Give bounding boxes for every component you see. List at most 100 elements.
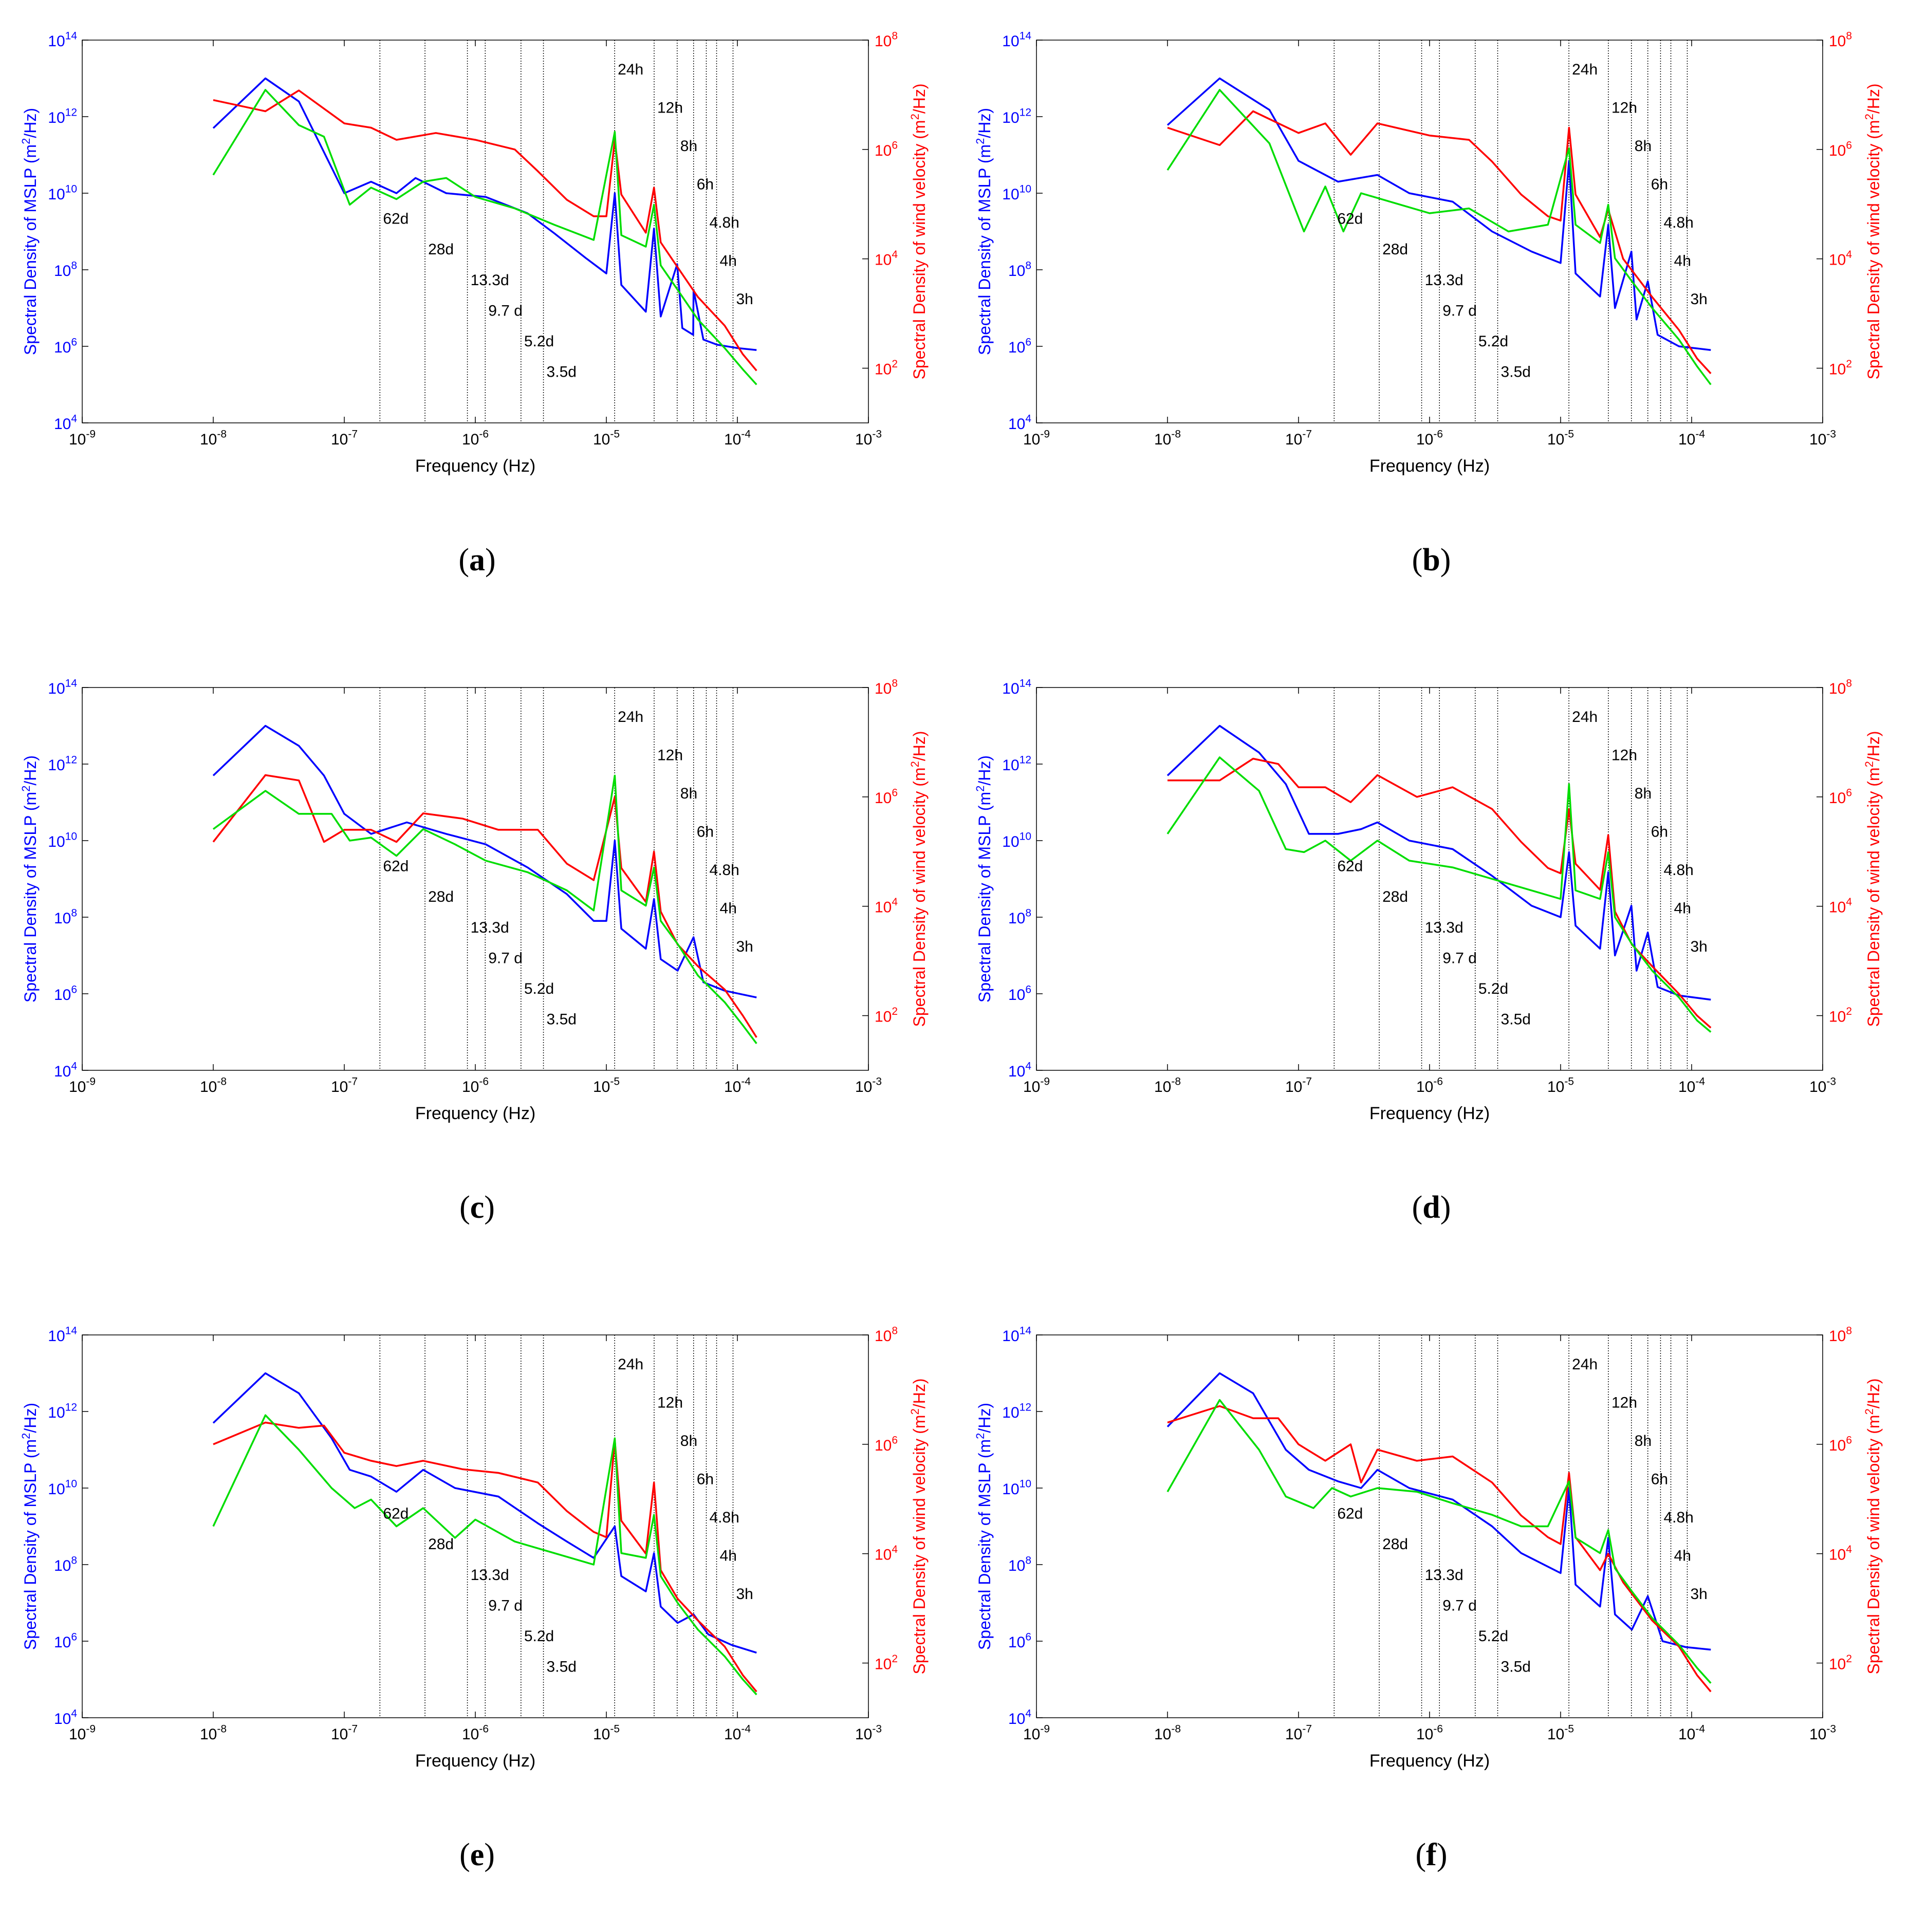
plot-area — [82, 687, 869, 1071]
period-annotation: 28d — [1382, 888, 1408, 905]
x-axis-label: Frequency (Hz) — [1369, 1104, 1490, 1123]
plot-area — [1036, 687, 1823, 1071]
series-line-red — [213, 89, 757, 371]
plot-area — [1036, 40, 1823, 423]
plot-area — [82, 1334, 869, 1718]
period-annotation: 9.7 d — [1442, 950, 1477, 967]
y-left-tick-label: 106 — [1008, 1631, 1031, 1651]
y-right-axis-label: Spectral Density of wind velocity (m2/Hz… — [909, 1379, 929, 1675]
panel-label: (c) — [459, 1190, 495, 1225]
y-right-tick-label: 106 — [1829, 139, 1852, 159]
y-left-tick-label: 1012 — [1002, 107, 1031, 127]
chart-panel-a: 10-9 10-8 10-7 10-6 10-5 10-4 10-3 104 106 108 101… — [0, 0, 954, 637]
y-left-tick-label: 1010 — [1002, 183, 1031, 203]
y-left-tick-label: 108 — [54, 907, 77, 927]
series-line-red — [213, 1421, 757, 1693]
y-left-axis-label: Spectral Density of MSLP (m2/Hz) — [974, 755, 994, 1002]
period-annotation: 3.5d — [1501, 1659, 1531, 1676]
y-left-axis-label: Spectral Density of MSLP (m2/Hz) — [20, 1403, 40, 1650]
x-tick-label: 10-5 — [1547, 1076, 1574, 1096]
period-annotation: 9.7 d — [1442, 302, 1477, 319]
period-annotation: 24h — [618, 1356, 643, 1373]
series-line-blue — [212, 725, 757, 998]
plot-area — [1036, 1334, 1823, 1718]
chart-panel-d: 10-9 10-8 10-7 10-6 10-5 10-4 10-3 104 106 108 101… — [954, 647, 1908, 1285]
y-left-tick-label: 1014 — [48, 678, 77, 698]
period-annotation: 4h — [1674, 900, 1691, 917]
x-tick-label: 10-5 — [1547, 429, 1574, 449]
y-right-axis-label: Spectral Density of wind velocity (m2/Hz… — [1863, 84, 1883, 380]
x-tick-label: 10-9 — [69, 429, 96, 449]
period-annotation: 3h — [1690, 291, 1707, 308]
period-annotation: 28d — [428, 241, 454, 258]
period-annotation: 3.5d — [547, 364, 577, 381]
y-right-tick-label: 102 — [875, 358, 898, 378]
series-line-blue — [212, 1372, 757, 1654]
y-right-axis-label: Spectral Density of wind velocity (m2/Hz… — [1863, 731, 1883, 1027]
y-left-tick-label: 108 — [54, 260, 77, 280]
y-left-tick-label: 1012 — [48, 1402, 77, 1422]
x-tick-label: 10-6 — [462, 1076, 489, 1096]
period-annotation: 24h — [1572, 1356, 1598, 1373]
series-line-red — [212, 774, 757, 1038]
x-tick-label: 10-3 — [855, 1076, 882, 1096]
period-annotation: 3.5d — [547, 1011, 577, 1028]
y-left-tick-label: 1010 — [1002, 1478, 1031, 1498]
series-line-green — [1166, 1399, 1712, 1684]
chart-svg: 10-9 10-8 10-7 10-6 10-5 10-4 10-3 104 106 108 101… — [20, 30, 929, 476]
x-tick-label: 10-9 — [1023, 1076, 1050, 1096]
y-left-tick-label: 104 — [1008, 1708, 1031, 1728]
y-right-tick-label: 102 — [875, 1653, 898, 1673]
period-annotation: 4.8h — [1663, 214, 1693, 231]
period-annotation: 62d — [1337, 211, 1363, 228]
y-left-axis-label: Spectral Density of MSLP (m2/Hz) — [974, 108, 994, 355]
chart-panel-b: 10-9 10-8 10-7 10-6 10-5 10-4 10-3 104 106 108 101… — [954, 0, 1908, 637]
panel-label: (e) — [459, 1837, 495, 1872]
y-right-tick-label: 102 — [1829, 1006, 1852, 1026]
y-left-tick-label: 1014 — [1002, 30, 1031, 50]
chart-svg: 10-9 10-8 10-7 10-6 10-5 10-4 10-3 104 106 108 101… — [974, 1325, 1883, 1771]
y-left-axis-label: Spectral Density of MSLP (m2/Hz) — [20, 755, 40, 1002]
y-right-tick-label: 104 — [1829, 249, 1852, 269]
y-right-tick-label: 104 — [875, 896, 898, 916]
y-right-tick-label: 106 — [875, 1434, 898, 1454]
period-annotation: 13.3d — [1425, 272, 1463, 289]
panel-label: (f) — [1415, 1837, 1448, 1872]
y-right-tick-label: 108 — [875, 678, 898, 698]
series-line-red — [1167, 110, 1712, 375]
period-annotation: 28d — [428, 888, 454, 905]
y-left-tick-label: 104 — [1008, 413, 1031, 433]
period-annotation: 5.2d — [524, 1628, 554, 1645]
y-right-axis-label: Spectral Density of wind velocity (m2/Hz… — [1863, 1379, 1883, 1675]
x-tick-label: 10-4 — [1678, 429, 1705, 449]
x-tick-label: 10-3 — [1809, 1076, 1836, 1096]
panel-label: (b) — [1412, 543, 1451, 578]
chart-svg: 10-9 10-8 10-7 10-6 10-5 10-4 10-3 104 106 108 101… — [20, 1325, 929, 1771]
y-right-tick-label: 108 — [875, 30, 898, 50]
x-tick-label: 10-7 — [331, 1076, 358, 1096]
x-tick-label: 10-7 — [331, 1723, 358, 1743]
period-annotation: 9.7 d — [488, 1597, 523, 1614]
y-left-tick-label: 104 — [54, 413, 77, 433]
period-annotation: 6h — [697, 1471, 714, 1488]
chart-svg: 10-9 10-8 10-7 10-6 10-5 10-4 10-3 104 106 108 101… — [974, 30, 1883, 476]
period-annotation: 8h — [680, 1433, 697, 1450]
series-line-blue — [1166, 725, 1711, 1001]
y-right-tick-label: 108 — [1829, 30, 1852, 50]
series-line-blue — [212, 77, 757, 351]
x-tick-label: 10-8 — [200, 429, 227, 449]
period-annotation: 12h — [1611, 747, 1637, 764]
x-tick-label: 10-5 — [1547, 1723, 1574, 1743]
y-left-tick-label: 108 — [54, 1555, 77, 1575]
y-left-tick-label: 108 — [1008, 260, 1031, 280]
x-tick-label: 10-3 — [855, 429, 882, 449]
period-annotation: 5.2d — [1478, 980, 1508, 997]
period-annotation: 24h — [1572, 61, 1598, 78]
y-right-tick-label: 108 — [1829, 678, 1852, 698]
period-annotation: 8h — [680, 138, 697, 155]
period-annotation: 24h — [618, 709, 643, 726]
period-annotation: 8h — [1635, 785, 1652, 802]
y-left-tick-label: 106 — [54, 1631, 77, 1651]
y-left-tick-label: 106 — [54, 984, 77, 1004]
